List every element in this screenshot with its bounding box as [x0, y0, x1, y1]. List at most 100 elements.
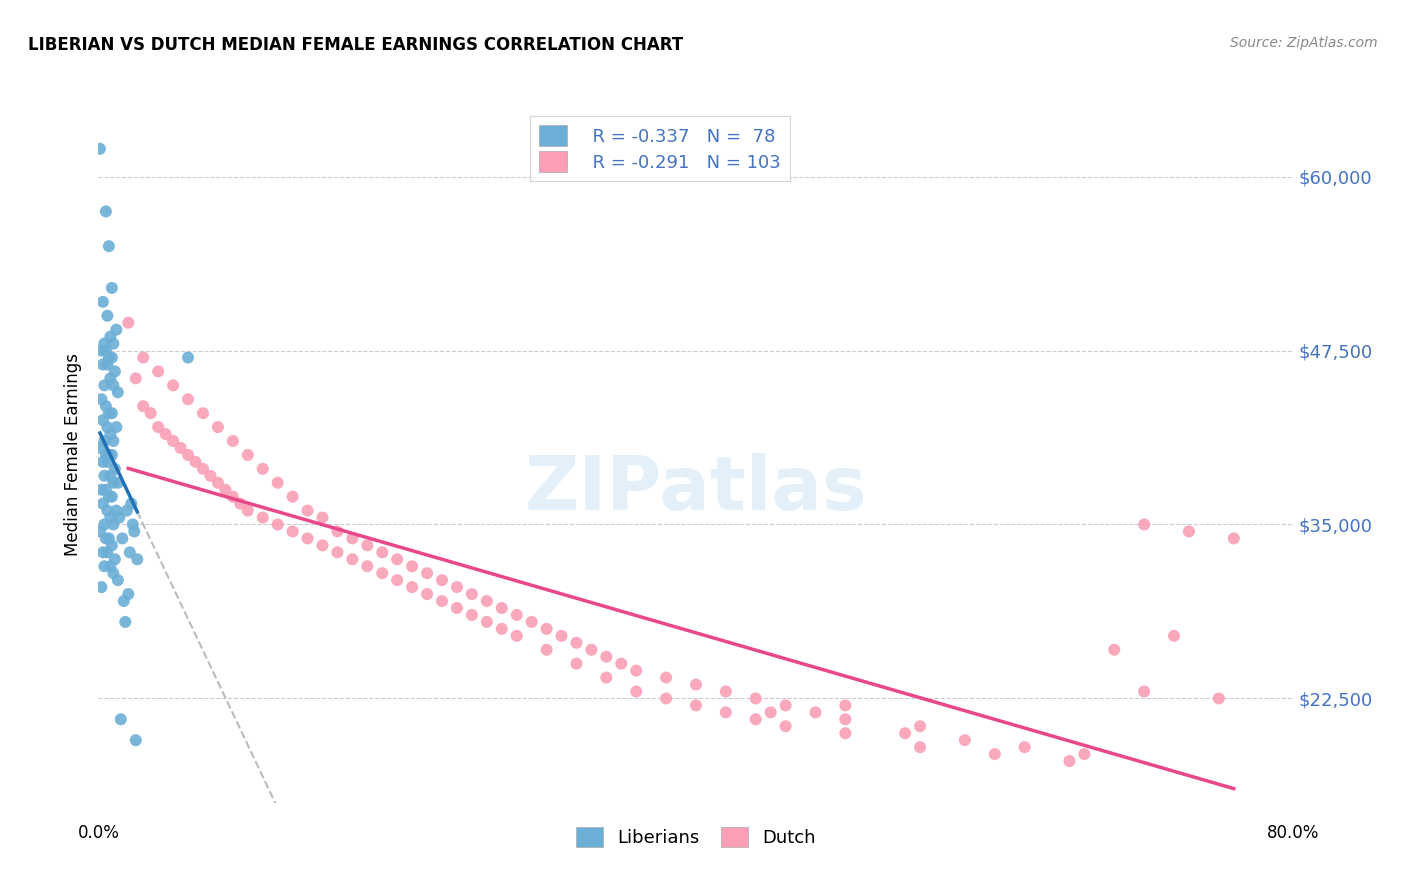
- Point: [125, 371, 148, 385]
- Point: [107, 573, 129, 587]
- Point: [120, 497, 142, 511]
- Point: [565, 636, 588, 650]
- Point: [222, 490, 245, 504]
- Point: [111, 532, 134, 546]
- Point: [311, 510, 333, 524]
- Point: [177, 448, 200, 462]
- Point: [550, 629, 572, 643]
- Point: [104, 364, 127, 378]
- Point: [139, 406, 162, 420]
- Point: [148, 420, 170, 434]
- Point: [953, 733, 976, 747]
- Text: LIBERIAN VS DUTCH MEDIAN FEMALE EARNINGS CORRELATION CHART: LIBERIAN VS DUTCH MEDIAN FEMALE EARNINGS…: [28, 36, 683, 54]
- Point: [91, 455, 114, 469]
- Point: [89, 441, 111, 455]
- Point: [385, 573, 409, 587]
- Point: [90, 580, 112, 594]
- Point: [297, 503, 319, 517]
- Point: [894, 726, 917, 740]
- Point: [105, 420, 128, 434]
- Point: [416, 566, 439, 581]
- Point: [96, 309, 118, 323]
- Point: [96, 455, 118, 469]
- Point: [184, 455, 207, 469]
- Point: [385, 552, 409, 566]
- Point: [252, 510, 274, 524]
- Point: [626, 664, 648, 678]
- Point: [107, 475, 129, 490]
- Point: [267, 517, 290, 532]
- Point: [342, 552, 364, 566]
- Point: [326, 524, 349, 539]
- Point: [101, 351, 124, 365]
- Point: [94, 532, 117, 546]
- Point: [91, 358, 114, 372]
- Point: [96, 358, 118, 372]
- Point: [103, 566, 125, 581]
- Point: [1104, 642, 1126, 657]
- Point: [108, 510, 131, 524]
- Point: [430, 594, 453, 608]
- Point: [775, 719, 797, 733]
- Point: [1178, 524, 1201, 539]
- Point: [356, 538, 378, 552]
- Legend: Liberians, Dutch: Liberians, Dutch: [567, 817, 825, 856]
- Point: [121, 517, 143, 532]
- Point: [536, 642, 558, 657]
- Point: [191, 462, 214, 476]
- Point: [114, 615, 136, 629]
- Point: [461, 587, 484, 601]
- Point: [745, 691, 768, 706]
- Point: [90, 483, 112, 497]
- Point: [98, 329, 122, 343]
- Point: [207, 475, 229, 490]
- Point: [93, 468, 115, 483]
- Point: [125, 733, 148, 747]
- Point: [98, 468, 122, 483]
- Point: [834, 712, 856, 726]
- Point: [98, 371, 122, 385]
- Point: [96, 420, 118, 434]
- Point: [94, 343, 117, 358]
- Point: [89, 524, 111, 539]
- Point: [98, 510, 122, 524]
- Point: [117, 587, 139, 601]
- Point: [97, 239, 120, 253]
- Point: [117, 316, 139, 330]
- Point: [103, 434, 125, 448]
- Point: [93, 378, 115, 392]
- Point: [93, 517, 115, 532]
- Point: [610, 657, 633, 671]
- Point: [908, 719, 931, 733]
- Point: [281, 490, 304, 504]
- Point: [371, 566, 394, 581]
- Point: [595, 671, 617, 685]
- Point: [127, 552, 149, 566]
- Point: [595, 649, 617, 664]
- Point: [97, 448, 120, 462]
- Point: [775, 698, 797, 713]
- Point: [834, 698, 856, 713]
- Point: [506, 629, 529, 643]
- Point: [267, 475, 290, 490]
- Point: [506, 607, 529, 622]
- Point: [1223, 532, 1246, 546]
- Point: [97, 406, 120, 420]
- Point: [115, 503, 138, 517]
- Point: [93, 434, 115, 448]
- Point: [1163, 629, 1185, 643]
- Point: [94, 399, 117, 413]
- Text: 80.0%: 80.0%: [1267, 823, 1320, 842]
- Point: [94, 204, 117, 219]
- Point: [155, 427, 177, 442]
- Point: [236, 448, 259, 462]
- Point: [96, 503, 118, 517]
- Point: [101, 406, 124, 420]
- Point: [91, 413, 114, 427]
- Text: ZIPatlas: ZIPatlas: [524, 453, 868, 526]
- Point: [110, 712, 132, 726]
- Point: [177, 351, 200, 365]
- Point: [491, 622, 513, 636]
- Point: [107, 385, 129, 400]
- Point: [200, 468, 222, 483]
